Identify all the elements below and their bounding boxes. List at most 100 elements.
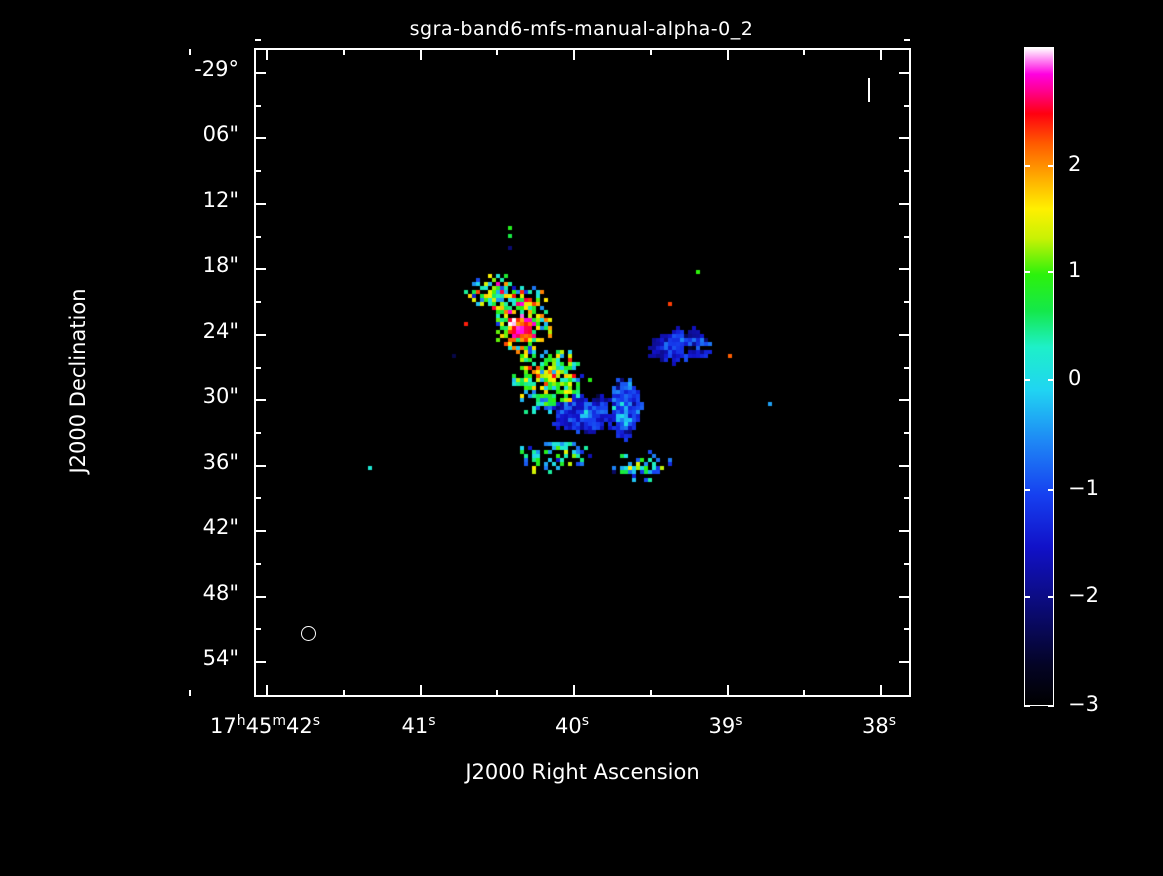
colorbar-tick-label: 0	[1068, 366, 1082, 390]
scale-bar	[868, 78, 870, 102]
colorbar-tick-label: 1	[1068, 258, 1082, 282]
y-tick-label: 18"	[202, 253, 239, 278]
colorbar-tick-label: −3	[1068, 692, 1099, 716]
y-axis-tick-minor	[255, 431, 261, 434]
image-plot-frame[interactable]	[189, 39, 911, 697]
y-axis-tick-minor	[904, 39, 910, 42]
colorbar-wedge[interactable]	[1024, 47, 1054, 707]
x-tick-label: 40s	[554, 713, 590, 738]
y-axis-tick-major	[255, 72, 266, 74]
y-tick-label: 36"	[202, 449, 239, 474]
x-axis-tick-major	[573, 49, 575, 60]
synthesized-beam-ellipse	[301, 626, 316, 641]
y-axis-tick-major	[255, 464, 266, 467]
x-axis-tick-minor	[649, 690, 652, 696]
y-axis-tick-major	[899, 595, 910, 598]
y-axis-tick-minor	[255, 301, 261, 304]
y-axis-tick-minor	[904, 431, 910, 434]
y-tick-label: 12"	[202, 187, 239, 212]
y-axis-tick-major	[255, 661, 266, 664]
y-axis-tick-major	[899, 137, 910, 140]
spectral-index-image[interactable]	[256, 50, 909, 695]
y-axis-tick-minor	[255, 39, 261, 42]
colorbar-tick	[1048, 165, 1054, 167]
y-axis-tick-minor	[255, 170, 261, 173]
y-axis-tick-minor	[904, 628, 910, 631]
colorbar-tick	[1024, 165, 1030, 167]
colorbar-gradient[interactable]	[1024, 47, 1054, 706]
y-axis-tick-minor	[255, 235, 261, 238]
x-axis-tick-major	[726, 49, 729, 60]
y-axis-tick-minor	[904, 301, 910, 304]
x-axis-tick-minor	[189, 49, 192, 55]
y-axis-tick-minor	[904, 104, 910, 107]
y-axis-tick-major	[255, 530, 266, 533]
colorbar-tick	[1048, 596, 1054, 598]
page-title: sgra-band6-mfs-manual-alpha-0_2	[409, 18, 754, 40]
y-tick-label: 48"	[202, 580, 239, 605]
y-axis-tick-minor	[904, 497, 910, 500]
y-axis-tick-minor	[904, 562, 910, 565]
y-axis-tick-minor	[255, 497, 261, 500]
colorbar-tick	[1048, 705, 1054, 707]
colorbar-tick-label: −2	[1068, 583, 1099, 607]
colorbar-tick-label: −1	[1068, 476, 1099, 500]
x-axis-tick-major	[419, 685, 422, 696]
colorbar-tick	[1048, 489, 1054, 491]
y-axis-tick-minor	[904, 170, 910, 173]
x-axis-tick-major	[726, 685, 729, 696]
y-axis-tick-major	[899, 72, 910, 74]
y-axis-tick-minor	[904, 235, 910, 238]
colorbar-tick	[1048, 379, 1054, 381]
x-axis-tick-minor	[803, 690, 806, 696]
y-axis-tick-major	[899, 268, 910, 271]
x-tick-label: 38s	[861, 713, 897, 738]
y-tick-label: 24"	[202, 318, 239, 343]
x-axis-tick-minor	[342, 49, 345, 55]
y-axis-tick-major	[255, 399, 266, 402]
x-axis-tick-major	[419, 49, 422, 60]
y-tick-label: 30"	[202, 384, 239, 409]
x-axis-tick-minor	[496, 49, 499, 55]
y-axis-tick-major	[255, 202, 266, 205]
x-tick-label: 41s	[401, 713, 436, 738]
y-axis-tick-major	[255, 137, 266, 140]
y-axis-tick-major	[899, 333, 910, 336]
x-axis-tick-minor	[496, 690, 499, 696]
colorbar-tick	[1048, 271, 1054, 273]
y-axis-tick-major	[899, 202, 910, 205]
colorbar-tick	[1024, 271, 1030, 273]
colorbar-tick-label: 2	[1068, 152, 1082, 176]
y-axis-tick-minor	[904, 366, 910, 369]
x-axis-tick-major	[266, 685, 268, 696]
y-axis-tick-minor	[255, 628, 261, 631]
x-axis-tick-minor	[649, 49, 652, 55]
x-tick-label: 17h45m42s	[209, 713, 320, 738]
y-axis-tick-major	[899, 399, 910, 402]
y-axis-tick-major	[255, 333, 266, 336]
x-axis-tick-major	[573, 685, 575, 696]
x-tick-label: 39s	[708, 713, 743, 738]
colorbar-tick	[1024, 489, 1030, 491]
y-tick-label: 06"	[202, 122, 239, 147]
x-axis-tick-major	[880, 685, 882, 696]
y-axis-tick-major	[899, 530, 910, 533]
colorbar-tick	[1024, 596, 1030, 598]
y-tick-label: 42"	[202, 515, 239, 540]
y-tick-label: 54"	[202, 646, 239, 671]
x-axis-tick-minor	[803, 49, 806, 55]
y-axis-tick-major	[255, 595, 266, 598]
colorbar-tick	[1024, 379, 1030, 381]
y-axis-tick-major	[899, 661, 910, 664]
x-axis-tick-major	[880, 49, 882, 60]
x-axis-tick-minor	[189, 690, 192, 696]
y-axis-tick-major	[255, 268, 266, 271]
y-axis-title: J2000 Declination	[66, 288, 90, 474]
colorbar-tick	[1024, 705, 1030, 707]
y-axis-tick-minor	[255, 104, 261, 107]
y-axis-tick-major	[899, 464, 910, 467]
x-axis-tick-major	[266, 49, 268, 60]
y-axis-tick-minor	[255, 562, 261, 565]
y-axis-tick-minor	[255, 366, 261, 369]
